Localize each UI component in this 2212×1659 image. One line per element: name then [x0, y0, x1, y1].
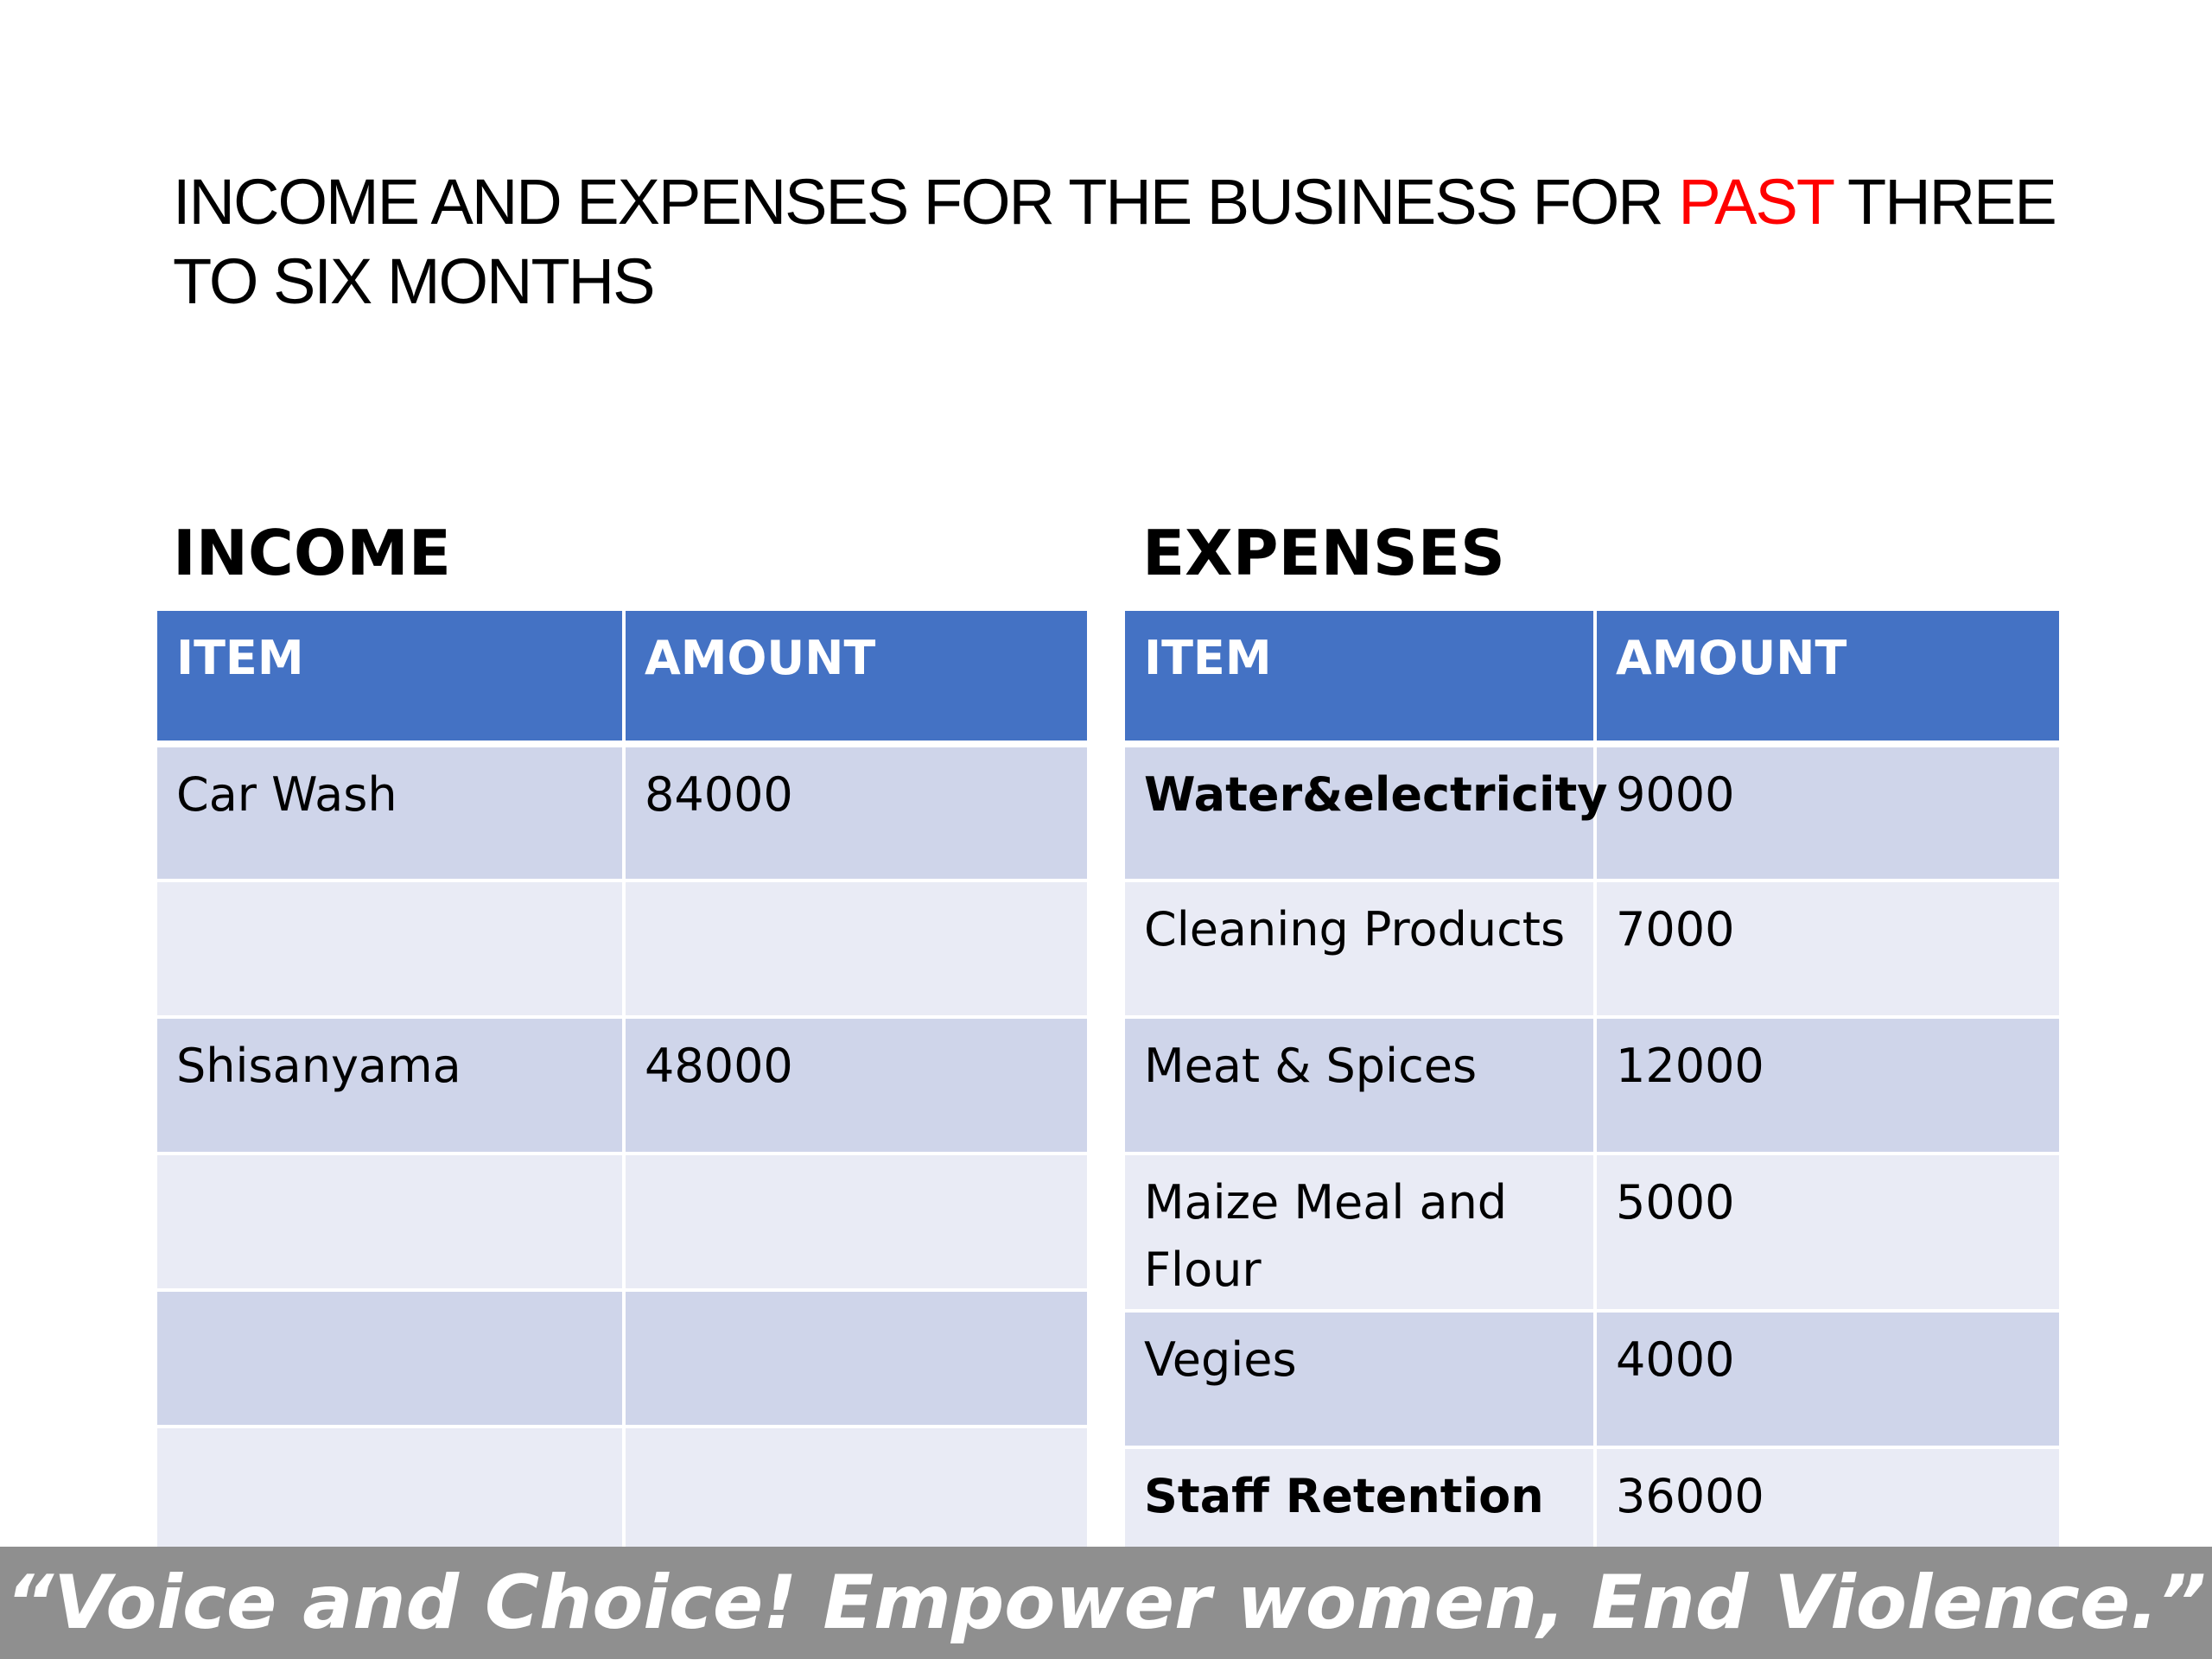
expenses-amount-cell: 7000 [1593, 879, 2063, 1019]
expenses-item-cell: Meat & Spices [1122, 1015, 1597, 1155]
table-row: Water&electricity 9000 [1122, 742, 2063, 882]
income-header-amount: AMOUNT [622, 607, 1090, 747]
income-amount-cell [622, 1288, 1090, 1428]
expenses-item-cell: Water&electricity [1122, 742, 1608, 882]
table-row: Car Wash 84000 [154, 742, 1090, 882]
income-amount-cell [622, 1152, 1090, 1292]
expenses-amount-cell: 12000 [1593, 1015, 2063, 1155]
income-header-row: ITEM AMOUNT [154, 607, 1090, 747]
slide-title-part2: THREE TO SIX MONTHS [173, 166, 2057, 317]
table-row: Vegies 4000 [1122, 1309, 2063, 1449]
slide-title: INCOME AND EXPENSES FOR THE BUSINESS FOR… [173, 162, 2074, 321]
slide-title-accent: PAST [1678, 166, 1834, 238]
income-item-cell [154, 1152, 626, 1292]
table-row: Maize Meal and Flour 5000 [1122, 1152, 2063, 1313]
table-row [154, 879, 1090, 1019]
expenses-header-item: ITEM [1122, 607, 1597, 747]
income-header-item: ITEM [154, 607, 626, 747]
footer-quote: “Voice and Choice! Empower women, End Vi… [5, 1560, 2207, 1646]
table-row [154, 1152, 1090, 1292]
table-row [154, 1425, 1090, 1565]
table-row [154, 1288, 1090, 1428]
table-row: Shisanyama 48000 [154, 1015, 1090, 1155]
income-amount-cell: 84000 [622, 742, 1090, 882]
expenses-header-amount: AMOUNT [1593, 607, 2063, 747]
income-item-cell [154, 879, 626, 1019]
expenses-heading: EXPENSES [1142, 517, 1505, 589]
expenses-amount-cell: 9000 [1593, 742, 2063, 882]
slide-title-part1: INCOME AND EXPENSES FOR THE BUSINESS FOR [173, 166, 1679, 238]
income-item-cell: Car Wash [154, 742, 626, 882]
expenses-amount-cell: 5000 [1593, 1152, 2063, 1313]
income-amount-cell [622, 1425, 1090, 1565]
expenses-item-cell: Maize Meal and Flour [1122, 1152, 1597, 1313]
income-amount-cell: 48000 [622, 1015, 1090, 1155]
footer-band: “Voice and Choice! Empower women, End Vi… [0, 1547, 2212, 1659]
expenses-table: ITEM AMOUNT Water&electricity 9000 Clean… [1122, 607, 2063, 1579]
income-item-cell [154, 1425, 626, 1565]
income-item-cell: Shisanyama [154, 1015, 626, 1155]
expenses-header-row: ITEM AMOUNT [1122, 607, 2063, 747]
expenses-amount-cell: 4000 [1593, 1309, 2063, 1449]
income-table: ITEM AMOUNT Car Wash 84000 Shisanyama 48… [154, 607, 1090, 1565]
expenses-item-cell: Cleaning Products [1122, 879, 1597, 1019]
table-row: Meat & Spices 12000 [1122, 1015, 2063, 1155]
income-heading: INCOME [173, 517, 451, 589]
income-amount-cell [622, 879, 1090, 1019]
expenses-item-cell: Vegies [1122, 1309, 1597, 1449]
table-row: Cleaning Products 7000 [1122, 879, 2063, 1019]
income-item-cell [154, 1288, 626, 1428]
